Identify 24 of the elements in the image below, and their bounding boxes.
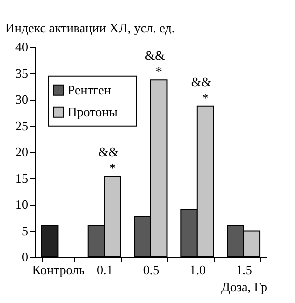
y-tick-label: 5	[22, 223, 28, 238]
y-tick-label: 35	[16, 66, 28, 81]
x-tick-label: Контроль	[32, 262, 86, 278]
x-axis-title: Доза, Гр	[222, 280, 268, 294]
y-tick-label: 10	[16, 197, 28, 212]
y-axis-title: Индекс активации ХЛ, усл. ед.	[6, 20, 176, 36]
legend-label: Протоны	[68, 104, 118, 120]
legend-label: Рентген	[68, 82, 112, 98]
annotation: &&	[98, 144, 119, 160]
annotation: *	[156, 64, 162, 80]
y-tick-label: 20	[16, 144, 28, 160]
x-tick-label: 0.5	[143, 262, 160, 278]
annotation: *	[109, 160, 116, 176]
y-tick-label: 0	[22, 250, 28, 264]
annotation: &&	[145, 48, 166, 64]
x-tick-label: 1.0	[190, 262, 206, 278]
y-tick-label: 30	[16, 92, 28, 107]
y-tick-label: 40	[16, 40, 28, 54]
y-tick-label: 25	[16, 118, 28, 134]
x-tick-label: 0.1	[96, 262, 114, 278]
annotation: &&	[191, 74, 212, 90]
annotation: *	[202, 90, 209, 106]
y-tick-label: 15	[16, 170, 28, 186]
x-tick-label: 1.5	[236, 262, 252, 278]
